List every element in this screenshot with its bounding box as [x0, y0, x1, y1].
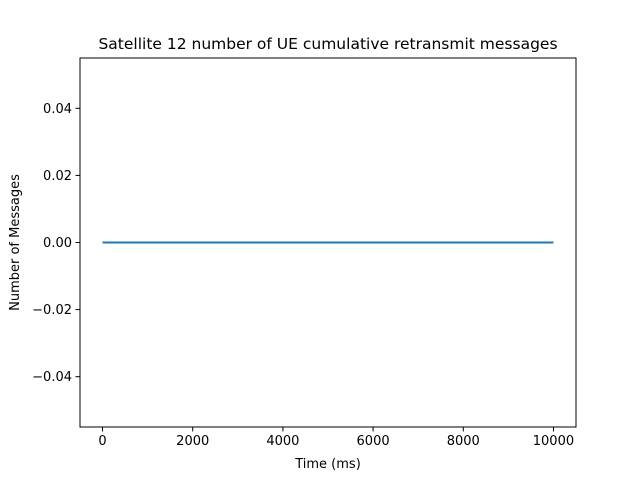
x-tick-label: 6000 [357, 434, 390, 449]
y-axis-label: Number of Messages [8, 174, 23, 311]
y-tick-label: −0.04 [32, 370, 72, 385]
y-axis-ticks: −0.04 −0.02 0.00 0.02 0.04 [32, 102, 80, 385]
x-tick-label: 10000 [533, 434, 574, 449]
y-tick-label: 0.04 [43, 102, 72, 117]
y-tick-label: 0.00 [43, 236, 72, 251]
y-tick-label: 0.02 [43, 169, 72, 184]
chart-title: Satellite 12 number of UE cumulative ret… [98, 35, 557, 53]
plot-area [79, 57, 577, 428]
x-tick-label: 8000 [447, 434, 480, 449]
x-axis-ticks: 0 2000 4000 6000 8000 10000 [98, 427, 574, 449]
y-tick-label: −0.02 [32, 303, 72, 318]
x-tick-label: 0 [98, 434, 106, 449]
x-tick-label: 4000 [266, 434, 299, 449]
x-tick-label: 2000 [176, 434, 209, 449]
x-axis-label: Time (ms) [294, 457, 361, 472]
